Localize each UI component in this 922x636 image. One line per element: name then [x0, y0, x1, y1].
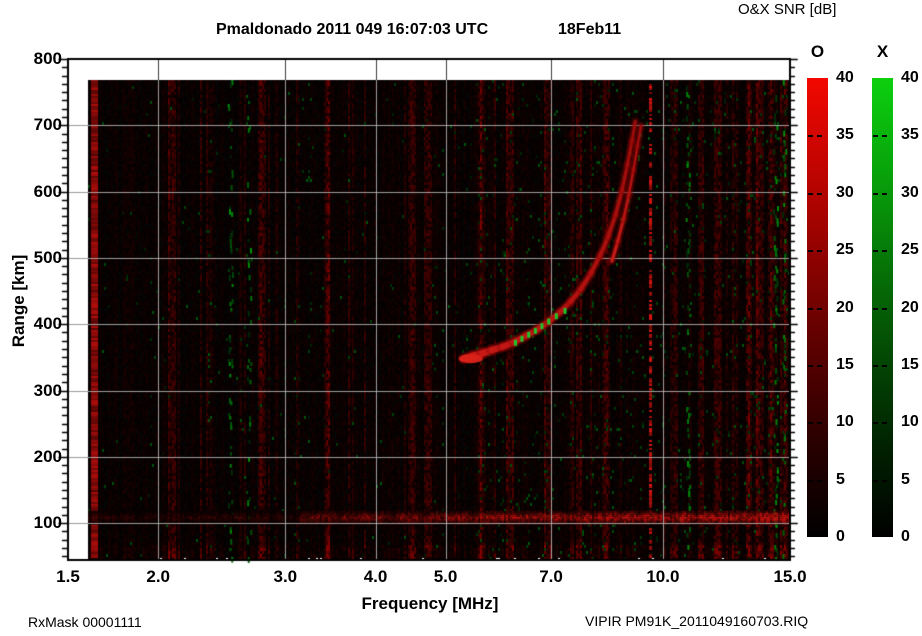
- x-tick-label: 7.0: [539, 567, 563, 586]
- colorbar-header-x: X: [876, 42, 889, 61]
- x-tick-label: 10.0: [646, 567, 680, 586]
- colorbar-tick-dash: [817, 250, 822, 253]
- x-tick-label: 4.0: [363, 567, 388, 586]
- colorbar-tick-label: 25: [836, 241, 854, 259]
- y-tick-label: 700: [33, 115, 62, 135]
- colorbar-tick-label: 20: [901, 298, 919, 316]
- colorbar-tick-dash: [808, 250, 813, 253]
- colorbar-tick-dash: [817, 135, 822, 138]
- y-tick-label: 400: [33, 314, 62, 334]
- colorbar-tick-dash: [882, 422, 887, 425]
- colorbar-tick-dash: [808, 422, 813, 425]
- colorbar-tick-label: 0: [901, 528, 910, 545]
- x-tick-label: 3.0: [273, 567, 298, 586]
- chart-title: Pmaldonado 2011 049 16:07:03 UTC: [216, 21, 489, 38]
- colorbar-tick-dash: [882, 250, 887, 253]
- colorbar-tick-dash: [882, 307, 887, 310]
- colorbar-tick-dash: [873, 250, 878, 253]
- colorbar-tick-dash: [873, 192, 878, 195]
- colorbar-tick-dash: [873, 135, 878, 138]
- ionogram-plot-canvas: [48, 49, 800, 570]
- x-tick-label: 5.0: [433, 567, 458, 586]
- colorbar-tick-label: 35: [901, 126, 919, 144]
- footer-rxmask: RxMask 00001111: [28, 614, 142, 630]
- colorbar-tick-label: 25: [901, 241, 919, 259]
- colorbar-title: O&X SNR [dB]: [738, 1, 837, 18]
- y-tick-label: 800: [33, 49, 62, 68]
- x-tick-label: 15.0: [773, 567, 807, 586]
- colorbar-tick-dash: [808, 135, 813, 138]
- colorbar-tick-label: 5: [836, 470, 845, 488]
- colorbar-tick-dash: [873, 422, 878, 425]
- colorbar-tick-dash: [808, 364, 813, 367]
- colorbar-tick-label: 20: [836, 298, 854, 316]
- colorbar-tick-label: 10: [901, 413, 919, 431]
- y-tick-label: 500: [33, 247, 62, 267]
- colorbar-tick-label: 5: [901, 470, 910, 488]
- colorbar-tick-dash: [882, 479, 887, 482]
- colorbar-tick-dash: [817, 192, 822, 195]
- colorbar-tick-label: 40: [901, 69, 919, 86]
- colorbar-tick-dash: [817, 422, 822, 425]
- y-tick-label: 300: [33, 380, 62, 400]
- x-tick-label: 1.5: [56, 567, 80, 586]
- colorbar-tick-dash: [882, 364, 887, 367]
- colorbar-tick-label: 10: [836, 413, 854, 431]
- colorbar-tick-label: 35: [836, 126, 854, 144]
- chart-date-label: 18Feb11: [558, 21, 622, 38]
- colorbar-tick-dash: [817, 479, 822, 482]
- colorbar-tick-dash: [808, 307, 813, 310]
- colorbar-header-o: O: [810, 42, 825, 61]
- colorbar-tick-dash: [817, 307, 822, 310]
- y-tick-label: 600: [33, 181, 62, 201]
- colorbar-tick-dash: [808, 192, 813, 195]
- footer-filename: VIPIR PM91K_2011049160703.RIQ: [585, 613, 809, 629]
- colorbar-tick-dash: [873, 364, 878, 367]
- colorbar-tick-dash: [873, 307, 878, 310]
- colorbar-tick-label: 40: [836, 69, 854, 86]
- x-tick-label: 2.0: [146, 567, 171, 586]
- colorbar-tick-label: 15: [836, 355, 854, 373]
- colorbar-tick-label: 30: [901, 183, 919, 201]
- y-tick-label: 200: [33, 446, 62, 466]
- x-axis-label: Frequency [MHz]: [361, 594, 499, 613]
- colorbar-tick-dash: [882, 135, 887, 138]
- colorbar-tick-label: 0: [836, 528, 845, 545]
- colorbar-tick-dash: [882, 192, 887, 195]
- colorbar-tick-dash: [808, 479, 813, 482]
- colorbar-tick-dash: [817, 364, 822, 367]
- y-tick-label: 100: [33, 513, 62, 533]
- colorbar-tick-label: 15: [901, 355, 919, 373]
- colorbar-tick-label: 30: [836, 183, 854, 201]
- colorbar-tick-dash: [873, 479, 878, 482]
